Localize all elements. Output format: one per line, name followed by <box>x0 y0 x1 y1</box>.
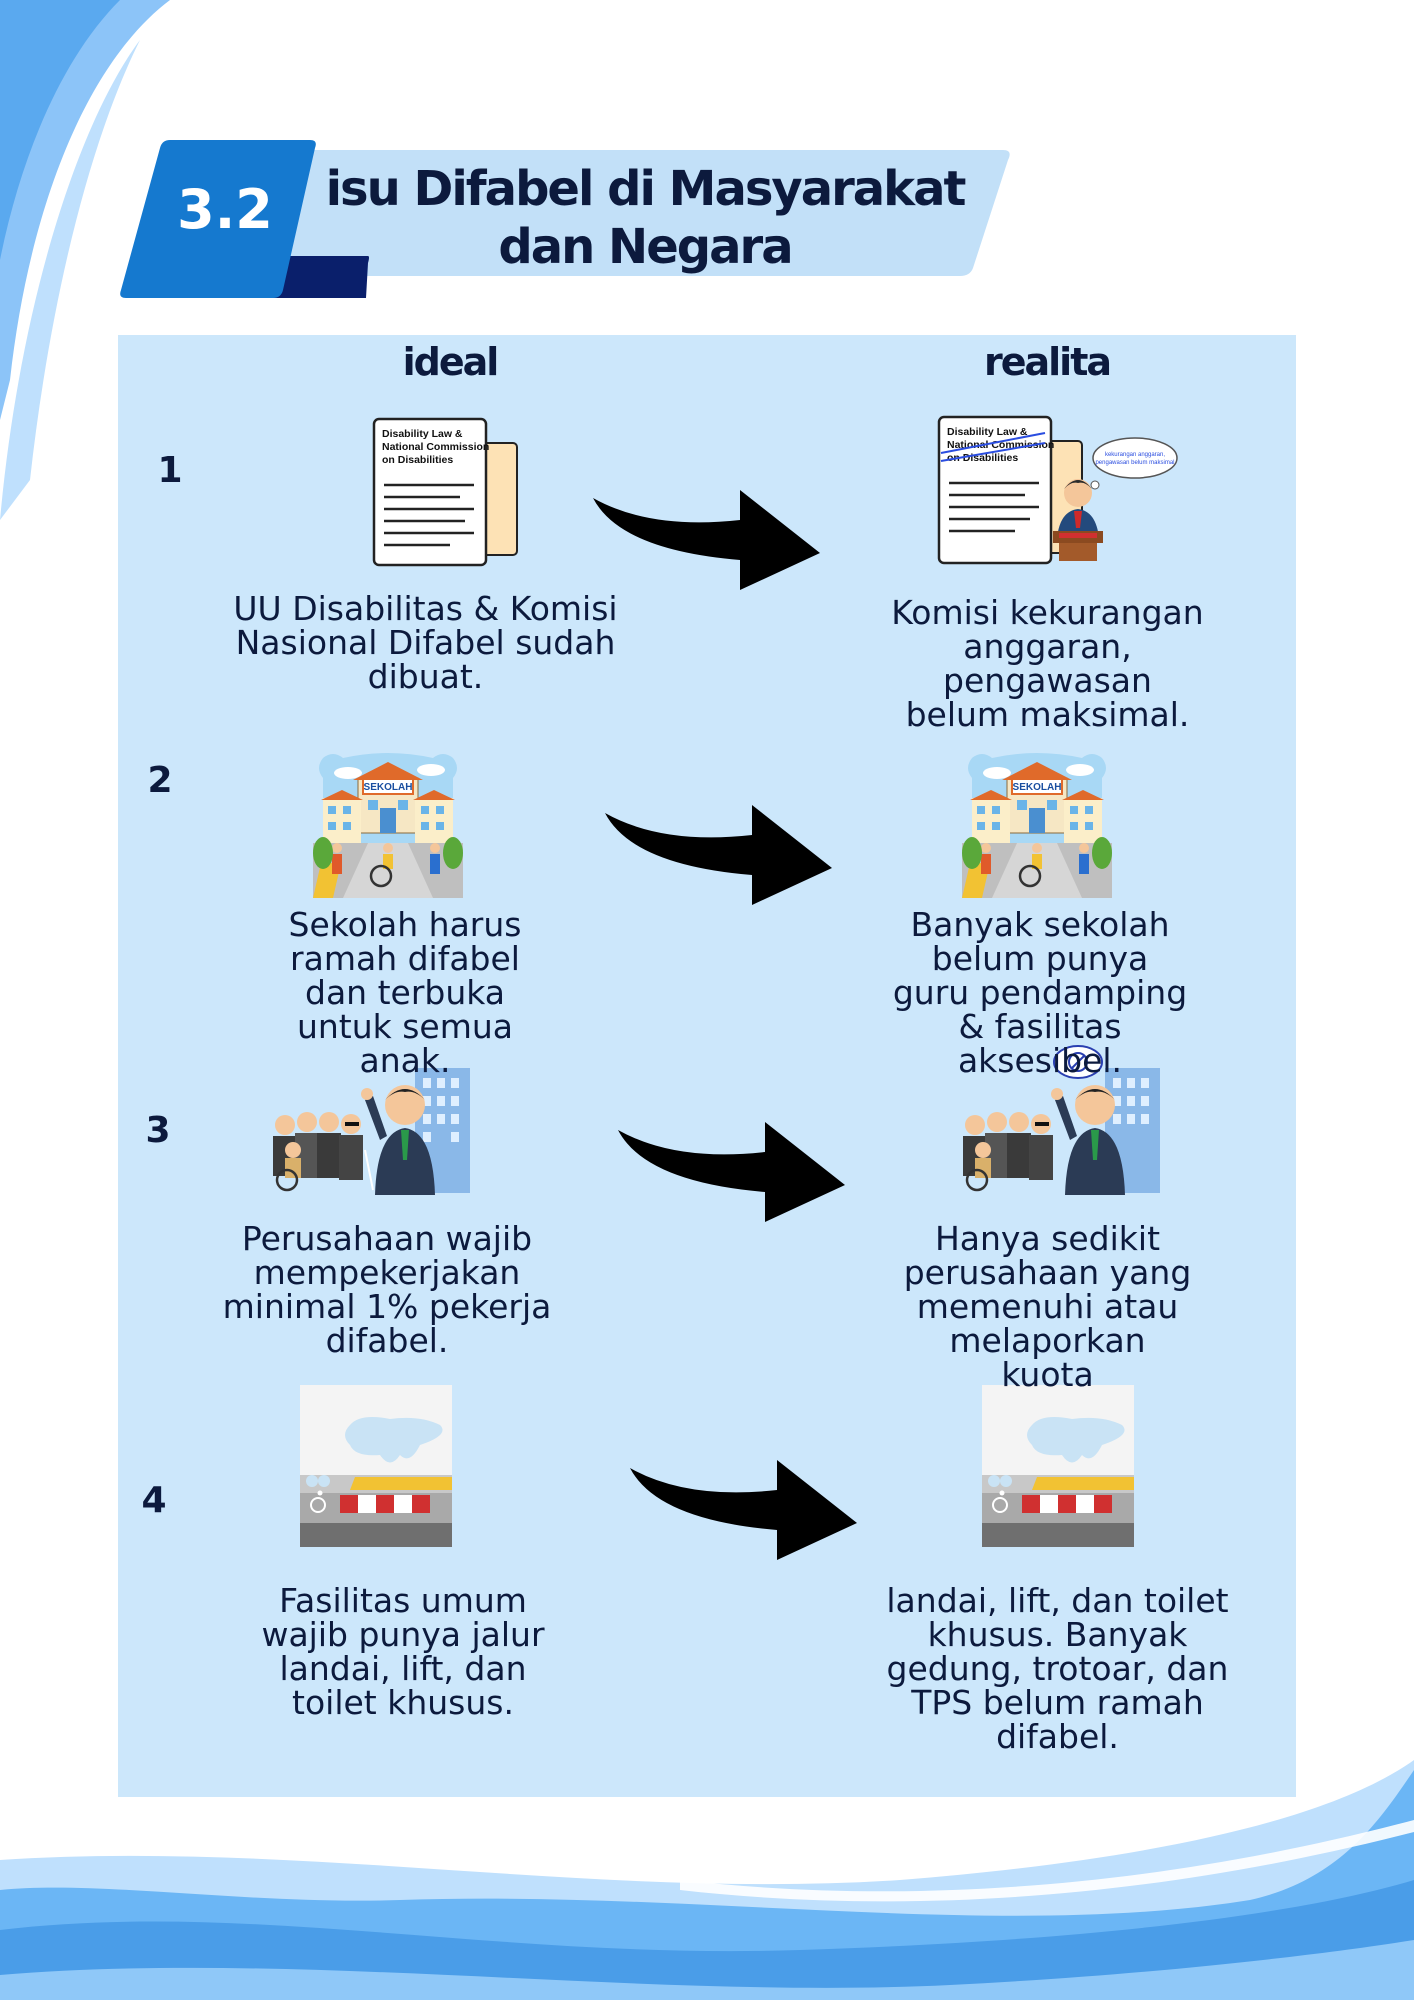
arrow-icon-row-1 <box>593 490 820 590</box>
realita-text-row-2: Banyak sekolah belum punya guru pendampi… <box>892 905 1188 1080</box>
document-speaker-illustration-realita: Disability Law & National Commission on … <box>937 415 1178 565</box>
arrow-icon-row-4 <box>630 1460 857 1560</box>
ideal-text-row-2: Sekolah harus ramah difabel dan terbuka … <box>288 905 522 1080</box>
ideal-text-row-4: Fasilitas umum wajib punya jalur landai,… <box>261 1581 545 1722</box>
bottom-wave-dark <box>0 1880 1414 2000</box>
column-header-realita: realita <box>983 340 1112 384</box>
number-badge <box>120 140 316 298</box>
top-left-wave-inner <box>0 40 140 520</box>
doc-title-line-1: Disability Law & <box>382 428 463 440</box>
bottom-wave-front <box>0 1940 1414 2000</box>
speaker-head <box>1064 479 1092 507</box>
row-number-3: 3 <box>145 1110 171 1151</box>
sidewalk-illustration-ideal <box>300 1385 452 1547</box>
bottom-wave-highlight <box>680 1820 1414 1902</box>
ideal-text-row-3: Perusahaan wajib mempekerjakan minimal 1… <box>222 1219 552 1360</box>
section-number: 3.2 <box>177 178 273 241</box>
document-illustration-ideal: Disability Law & National Commission on … <box>372 417 518 567</box>
realita-text-row-1: Komisi kekurangan anggaran, pengawasan b… <box>891 593 1204 734</box>
strike-line <box>940 432 1046 454</box>
row-number-2: 2 <box>147 760 173 801</box>
realita-text-row-3: Hanya sedikit perusahaan yang memenuhi a… <box>903 1219 1192 1394</box>
cloud-shape <box>345 1417 443 1463</box>
workers-illustration-ideal <box>273 1068 470 1195</box>
page-title: isu Difabel di Masyarakat dan Negara <box>295 160 995 276</box>
ideal-text-row-1: UU Disabilitas & Komisi Nasional Difabel… <box>233 589 618 696</box>
doc-title-line-2: National Commission <box>382 441 489 453</box>
title-line-1: isu Difabel di Masyarakat <box>325 161 967 217</box>
svg-text:Disability Law &: Disability Law & <box>947 426 1028 438</box>
school-sign-realita: SEKOLAH <box>1013 782 1062 793</box>
title-banner <box>120 140 1010 298</box>
school-sign-ideal: SEKOLAH <box>364 782 413 793</box>
workers-illustration-realita <box>963 1045 1160 1195</box>
svg-text:National Commission: National Commission <box>947 439 1054 451</box>
svg-text:pengawasan belum maksimal: pengawasan belum maksimal <box>1095 460 1174 466</box>
row-number-1: 1 <box>157 450 183 491</box>
arrow-icon-row-2 <box>605 805 832 905</box>
row-number-4: 4 <box>141 1480 167 1521</box>
svg-text:kekurangan anggaran,: kekurangan anggaran, <box>1105 452 1165 458</box>
column-header-ideal: ideal <box>402 340 500 384</box>
arrow-icon-row-3 <box>618 1122 845 1222</box>
thought-bubble <box>1092 437 1178 479</box>
top-left-wave-mid <box>0 0 120 260</box>
svg-text:on Disabilities: on Disabilities <box>947 452 1018 464</box>
realita-text-row-4: landai, lift, dan toilet khusus. Banyak … <box>886 1581 1229 1756</box>
sidewalk-illustration-realita <box>982 1385 1134 1547</box>
doc-title-line-3: on Disabilities <box>382 454 453 466</box>
school-illustration-ideal: SEKOLAH <box>313 753 463 898</box>
title-line-2: dan Negara <box>498 219 793 275</box>
title-banner-light <box>268 150 1010 276</box>
school-illustration-realita: SEKOLAH <box>962 753 1112 898</box>
